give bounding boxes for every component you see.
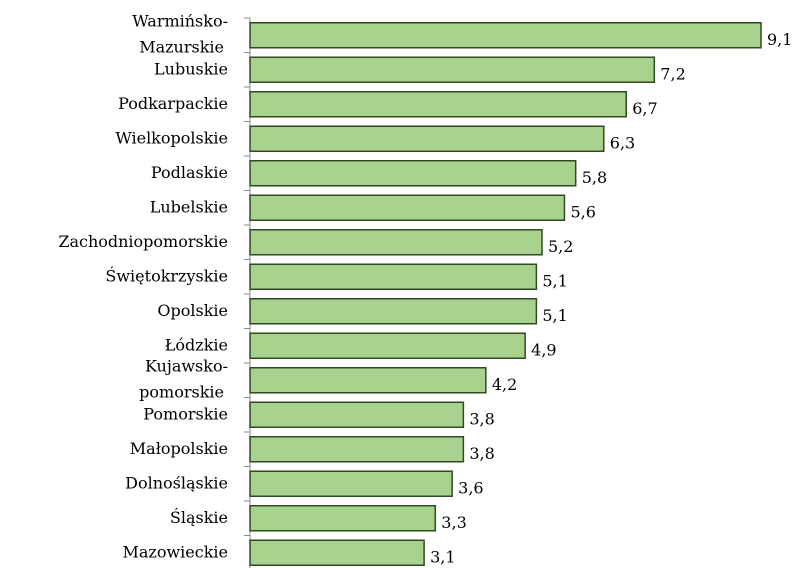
category-label: Warmińsko-Mazurskie (132, 11, 228, 56)
bar (249, 298, 538, 325)
bar (249, 22, 762, 49)
value-label: 3,8 (469, 409, 494, 428)
bar (249, 332, 526, 359)
value-label: 5,8 (582, 168, 607, 187)
category-label: Lubelskie (150, 197, 228, 216)
value-label: 3,8 (469, 444, 494, 463)
bar (249, 229, 543, 256)
value-label: 5,6 (570, 202, 595, 221)
category-label: Małopolskie (130, 439, 228, 458)
category-label: Zachodniopomorskie (58, 232, 228, 251)
bar (249, 125, 605, 152)
value-label: 3,3 (441, 513, 466, 532)
category-label: Opolskie (157, 301, 228, 320)
value-label: 5,2 (548, 237, 573, 256)
category-label: Podkarpackie (118, 94, 228, 113)
category-label: Świętokrzyskie (105, 265, 228, 285)
category-label: Mazowieckie (122, 542, 228, 561)
category-label: Podlaskie (151, 163, 228, 182)
bar (249, 470, 453, 497)
bar (249, 91, 627, 118)
category-label: Śląskie (170, 507, 228, 527)
category-label: Łódzkie (165, 335, 228, 354)
value-label: 5,1 (542, 306, 567, 325)
category-label: Wielkopolskie (115, 128, 228, 147)
bar (249, 539, 425, 566)
bar (249, 367, 487, 394)
bar (249, 505, 437, 532)
value-label: 3,6 (458, 478, 483, 497)
value-label: 6,7 (632, 99, 657, 118)
category-label: Dolnośląskie (125, 473, 228, 492)
value-label: 5,1 (542, 271, 567, 290)
category-label: Lubuskie (154, 59, 228, 78)
value-label: 9,1 (767, 30, 792, 49)
value-label: 3,1 (430, 547, 455, 566)
bar (249, 160, 577, 187)
value-label: 4,2 (492, 375, 517, 394)
bar (249, 436, 465, 463)
value-label: 6,3 (610, 133, 635, 152)
category-label: Pomorskie (143, 404, 228, 423)
value-label: 4,9 (531, 340, 556, 359)
bar (249, 56, 656, 83)
bar (249, 401, 465, 428)
bar (249, 194, 566, 221)
category-label: Kujawsko-pomorskie (139, 356, 228, 401)
bar (249, 263, 538, 290)
value-label: 7,2 (660, 64, 685, 83)
